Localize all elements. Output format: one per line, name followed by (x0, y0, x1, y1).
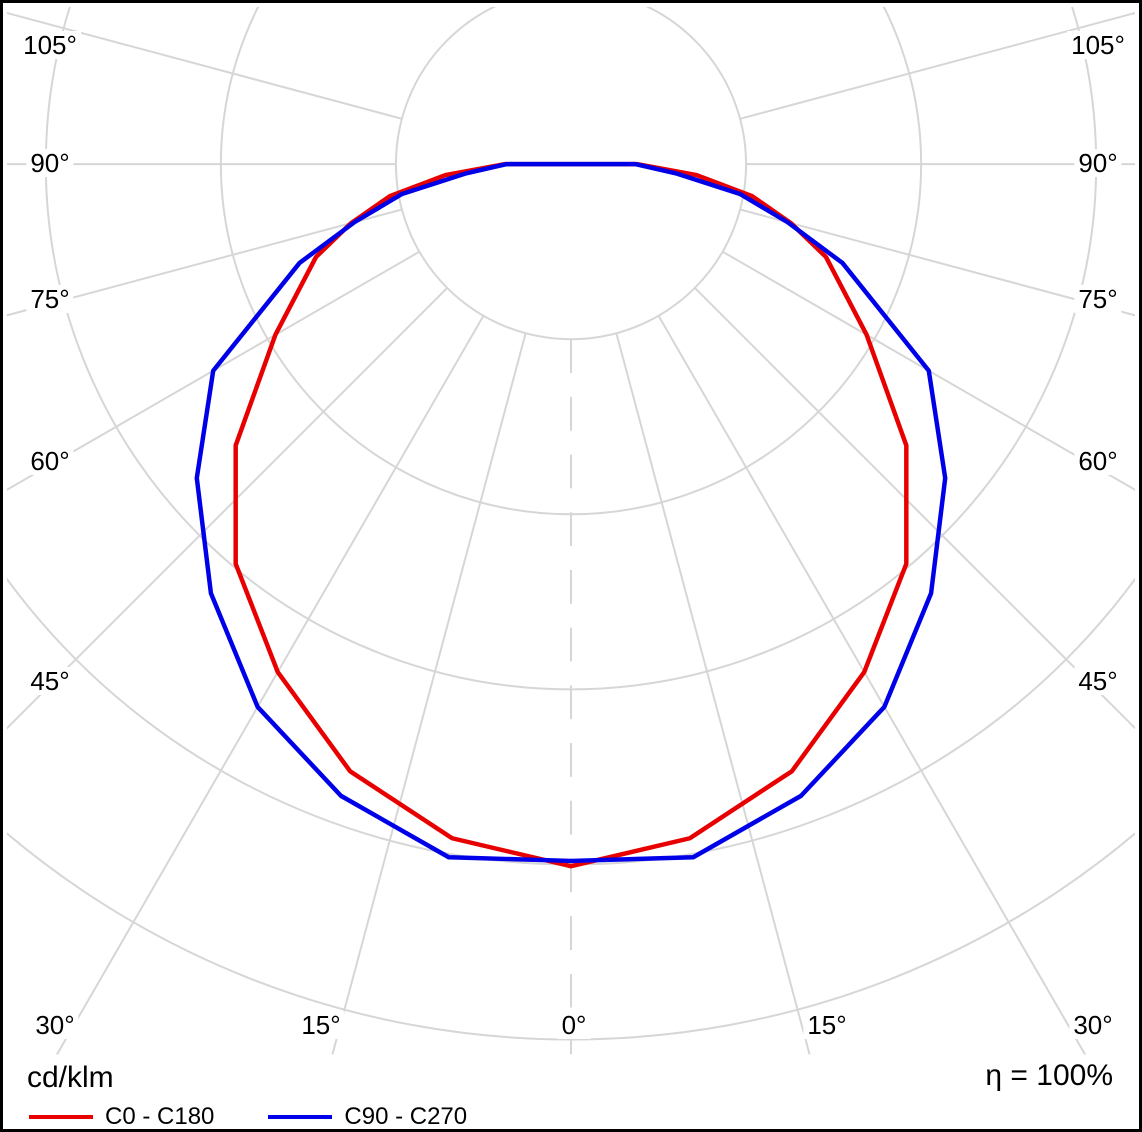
light-output-ratio-label: η = 100% (985, 1059, 1113, 1092)
angle-tick-label: 60° (1074, 447, 1122, 475)
angle-tick-label: 105° (19, 31, 81, 59)
legend-label: C0 - C180 (105, 1103, 215, 1130)
legend: C0 - C180 C90 - C270 (29, 1105, 467, 1129)
angle-tick-label: 0° (557, 1011, 591, 1039)
c0-c180-line-swatch (29, 1115, 93, 1119)
angle-tick-label: 15° (803, 1011, 851, 1039)
angle-tick-label: 90° (1074, 149, 1122, 177)
angle-tick-label: 60° (26, 447, 74, 475)
legend-item-c90-c270: C90 - C270 (268, 1105, 467, 1129)
units-label: cd/klm (27, 1061, 114, 1094)
angle-tick-label: 30° (31, 1011, 79, 1039)
angle-tick-label: 45° (1074, 667, 1122, 695)
polar-gridlines (7, 6, 1135, 1055)
c90-c270-line-swatch (268, 1115, 333, 1119)
intensity-curve-C90-C270 (194, 161, 948, 864)
angle-tick-label: 15° (297, 1011, 345, 1039)
angle-tick-label: 90° (26, 149, 74, 177)
angle-tick-label: 45° (26, 667, 74, 695)
angle-tick-label: 75° (26, 285, 74, 313)
angle-tick-label: 30° (1069, 1011, 1117, 1039)
angle-tick-label: 105° (1067, 31, 1129, 59)
legend-item-c0-c180: C0 - C180 (29, 1105, 214, 1129)
angle-tick-label: 75° (1074, 285, 1122, 313)
polar-grid-and-curves (7, 6, 1135, 1055)
legend-label: C90 - C270 (344, 1103, 468, 1130)
